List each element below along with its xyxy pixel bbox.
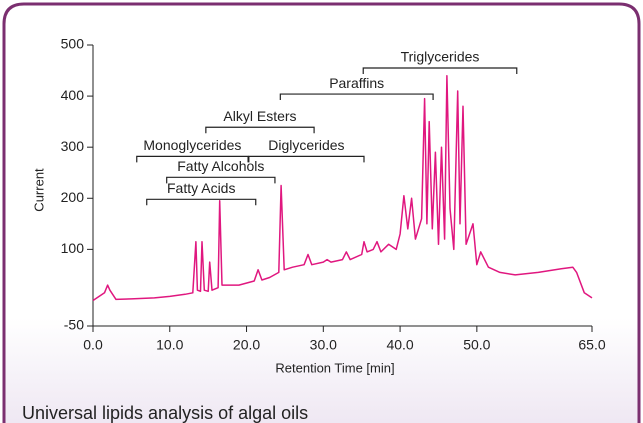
y-tick-label: 200 [61,189,85,205]
bracket [166,176,276,184]
bracket-label: Fatty Acids [167,180,235,196]
bracket-label: Triglycerides [401,49,480,65]
bracket-label: Paraffins [329,75,384,91]
y-axis-title: Current [31,168,46,212]
x-tick-label: 40.0 [386,337,413,353]
bracket [279,93,434,101]
x-tick-label: 30.0 [310,337,337,353]
x-tick-label: 20.0 [233,337,260,353]
x-tick-label: 0.0 [83,337,103,353]
caption: Universal lipids analysis of algal oils [22,403,308,423]
y-tick-label: 500 [61,36,85,52]
bracket [362,67,518,74]
x-axis-title: Retention Time [min] [275,360,394,375]
bracket [146,198,257,206]
y-tick-label: 400 [61,87,85,103]
y-tick-label: 100 [61,240,85,256]
bracket [248,155,365,163]
x-tick-label: 50.0 [463,337,490,353]
x-tick-label: 65.0 [578,337,605,353]
bracket-label: Alkyl Esters [223,108,296,124]
bracket-label: Fatty Alcohols [177,158,264,174]
x-tick-label: 10.0 [156,337,183,353]
y-tick-label: -50 [64,317,84,333]
bracket-label: Diglycerides [268,137,344,153]
trace-line [92,74,593,302]
bracket-label: Monoglycerides [143,137,241,153]
y-tick-label: 300 [61,138,85,154]
bracket [136,155,249,163]
bracket [205,126,315,134]
